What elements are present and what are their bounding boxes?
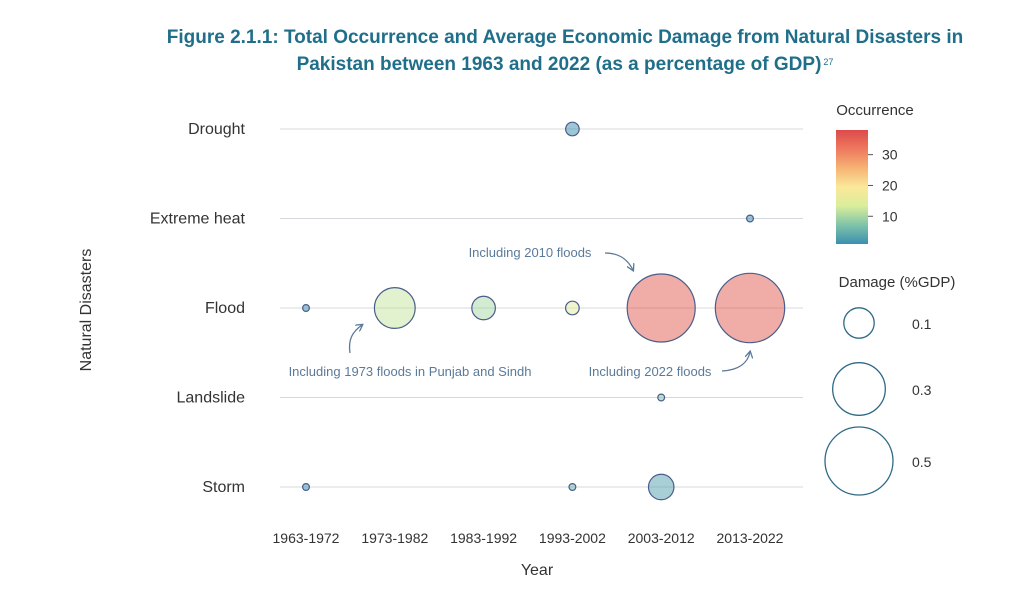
chart-title-text: Figure 2.1.1: Total Occurrence and Avera… bbox=[166, 27, 964, 75]
x-tick-labels: 1963-1972 1973-1982 1983-1992 1993-2002 2003… bbox=[273, 530, 784, 546]
size-legend-items: 0.1 0.3 0.5 bbox=[824, 307, 932, 496]
y-category-label: Drought bbox=[188, 121, 245, 138]
bubble-point bbox=[471, 295, 496, 321]
bubble-point bbox=[714, 272, 786, 344]
y-category-label: Flood bbox=[205, 300, 245, 317]
y-axis-title: Natural Disasters bbox=[78, 249, 95, 372]
bubble-point bbox=[647, 473, 675, 501]
size-legend-title: Damage (%GDP) bbox=[839, 274, 956, 291]
color-legend-tick-label: 10 bbox=[882, 208, 898, 224]
y-category-label: Extreme heat bbox=[150, 211, 246, 228]
bubble-point bbox=[302, 304, 311, 313]
x-tick-label: 1983-1992 bbox=[450, 530, 517, 546]
size-legend-circle bbox=[824, 426, 894, 496]
x-axis-title: Year bbox=[521, 562, 554, 579]
size-legend-label: 0.3 bbox=[912, 382, 932, 398]
size-legend-label: 0.5 bbox=[912, 454, 932, 470]
annotation-label: Including 2010 floods bbox=[469, 245, 592, 260]
x-tick-label: 2013-2022 bbox=[717, 530, 784, 546]
color-legend-ticks: 10 20 30 bbox=[868, 147, 898, 224]
x-tick-label: 1993-2002 bbox=[539, 530, 606, 546]
x-tick-label: 2003-2012 bbox=[628, 530, 695, 546]
color-legend-title: Occurrence bbox=[836, 102, 914, 119]
color-legend-tick-label: 30 bbox=[882, 147, 898, 163]
annotation-label: Including 1973 floods in Punjab and Sind… bbox=[289, 364, 532, 379]
annotation-label: Including 2022 floods bbox=[589, 364, 712, 379]
title-footnote: 27 bbox=[823, 57, 834, 67]
y-category-label: Storm bbox=[202, 479, 245, 496]
annotation-arrow bbox=[604, 252, 633, 270]
bubble-point bbox=[745, 214, 754, 223]
bubble-point bbox=[302, 483, 311, 492]
annotation-arrow bbox=[721, 352, 750, 372]
annotation-arrow bbox=[348, 325, 363, 354]
size-legend-circle bbox=[843, 307, 875, 339]
x-tick-label: 1973-1982 bbox=[361, 530, 428, 546]
chart-title: Figure 2.1.1: Total Occurrence and Avera… bbox=[150, 24, 980, 78]
annotations: Including 1973 floods in Punjab and Sind… bbox=[289, 245, 750, 379]
bubble-point bbox=[626, 273, 696, 343]
bubble-point bbox=[568, 483, 577, 492]
color-legend-tick-label: 20 bbox=[882, 177, 898, 193]
size-legend-label: 0.1 bbox=[912, 316, 932, 332]
y-category-label: Landslide bbox=[177, 390, 246, 407]
bubble-point bbox=[657, 393, 666, 402]
color-legend-bar bbox=[836, 130, 868, 244]
bubble-point bbox=[565, 121, 580, 137]
bubble-point bbox=[565, 300, 580, 316]
bubble-point bbox=[373, 287, 416, 330]
y-category-labels: Drought Extreme heat Flood Landslide Storm bbox=[150, 121, 246, 496]
bubbles bbox=[302, 121, 786, 501]
x-tick-label: 1963-1972 bbox=[273, 530, 340, 546]
size-legend-circle bbox=[832, 362, 886, 416]
